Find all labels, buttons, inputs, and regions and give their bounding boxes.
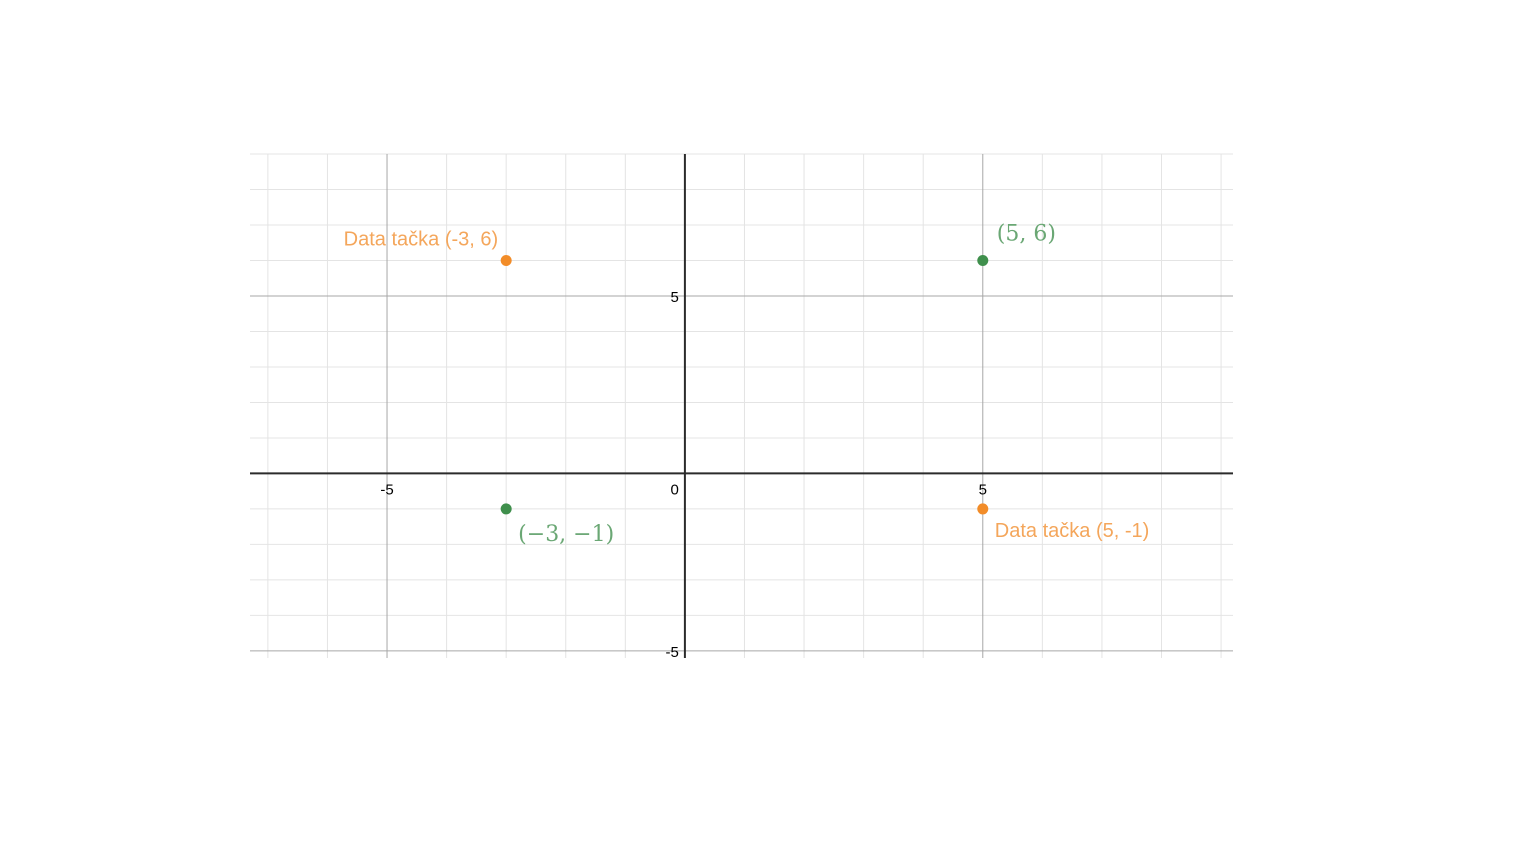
minor-grid — [250, 153, 1233, 658]
y-tick-label: -5 — [666, 644, 679, 661]
point-label: (5, 6) — [997, 221, 1056, 246]
point-labels: Data tačka (-3, 6) Data tačka (5, -1) (5, … — [344, 221, 1150, 546]
data-points — [500, 254, 989, 515]
tick-labels: -5 5 5 -5 0 — [380, 289, 987, 661]
data-point — [500, 254, 512, 266]
point-label: (−3, −1) — [518, 522, 614, 547]
axes — [250, 154, 1233, 658]
data-point — [977, 254, 989, 266]
data-point — [500, 503, 512, 515]
point-label: Data tačka (5, -1) — [995, 520, 1150, 542]
point-label: Data tačka (-3, 6) — [344, 228, 499, 250]
y-tick-label: 5 — [671, 289, 679, 306]
major-grid — [250, 154, 1233, 658]
x-tick-label: -5 — [380, 481, 393, 498]
data-point — [977, 503, 989, 515]
x-tick-label: 5 — [979, 481, 987, 498]
origin-label: 0 — [671, 481, 679, 498]
